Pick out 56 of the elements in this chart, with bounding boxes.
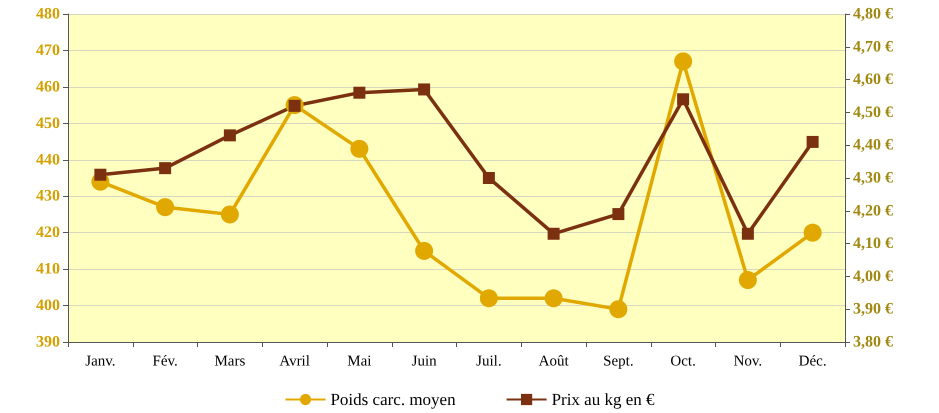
point [742,228,754,240]
point [482,172,495,184]
point [609,300,628,318]
x-tick-label: Juin [412,354,438,370]
point [806,136,819,148]
y-tick-label: 480 [36,6,60,22]
y2-tick-label: 4,00 € [853,268,893,285]
y2-tick-label: 4,80 € [853,6,893,22]
x-tick-label: Mars [214,354,246,370]
point [418,83,430,96]
point [156,198,174,216]
point [353,86,366,99]
point [804,224,822,242]
y2-tick-label: 3,90 € [853,300,893,318]
point [220,205,239,224]
point [612,208,624,220]
point [677,93,690,106]
y-tick-label: 460 [36,78,60,96]
y2-tick-label: 4,10 € [853,235,893,252]
x-tick-label: Oct. [670,354,696,370]
legend-label: Prix au kg en € [552,390,656,409]
point [415,242,434,260]
point [350,140,368,158]
x-tick-label: Fév. [152,354,178,370]
point [480,289,498,308]
point [159,162,172,174]
x-tick-label: Janv. [85,354,116,370]
point [224,129,236,142]
y2-tick-label: 3,80 € [853,334,893,350]
y-tick-label: 470 [36,42,60,59]
y-tick-label: 410 [36,260,60,278]
point [738,271,757,290]
y-tick-label: 450 [36,114,60,132]
y2-tick-label: 4,70 € [853,38,893,56]
point [548,228,560,240]
x-tick-label: Déc. [798,354,827,370]
y2-tick-label: 4,20 € [853,202,893,220]
y-tick-label: 400 [36,297,60,314]
y-tick-label: 430 [36,188,60,205]
legend-label: Poids carc. moyen [330,390,456,409]
y2-tick-label: 4,40 € [853,136,893,154]
x-tick-label: Nov. [734,354,762,370]
y2-tick-label: 4,50 € [853,104,893,121]
x-tick-label: Sept. [603,354,634,370]
y-tick-label: 390 [36,334,60,350]
x-tick-label: Juil. [476,354,502,370]
x-tick-label: Août [538,354,570,370]
x-tick-label: Avril [279,354,310,370]
x-tick-label: Mai [347,354,372,370]
point [544,289,563,308]
point [94,168,106,181]
y2-tick-label: 4,30 € [853,170,893,186]
y-tick-label: 420 [36,224,60,242]
y-tick-label: 440 [36,151,60,168]
point [674,52,692,70]
y2-tick-label: 4,60 € [853,71,893,88]
